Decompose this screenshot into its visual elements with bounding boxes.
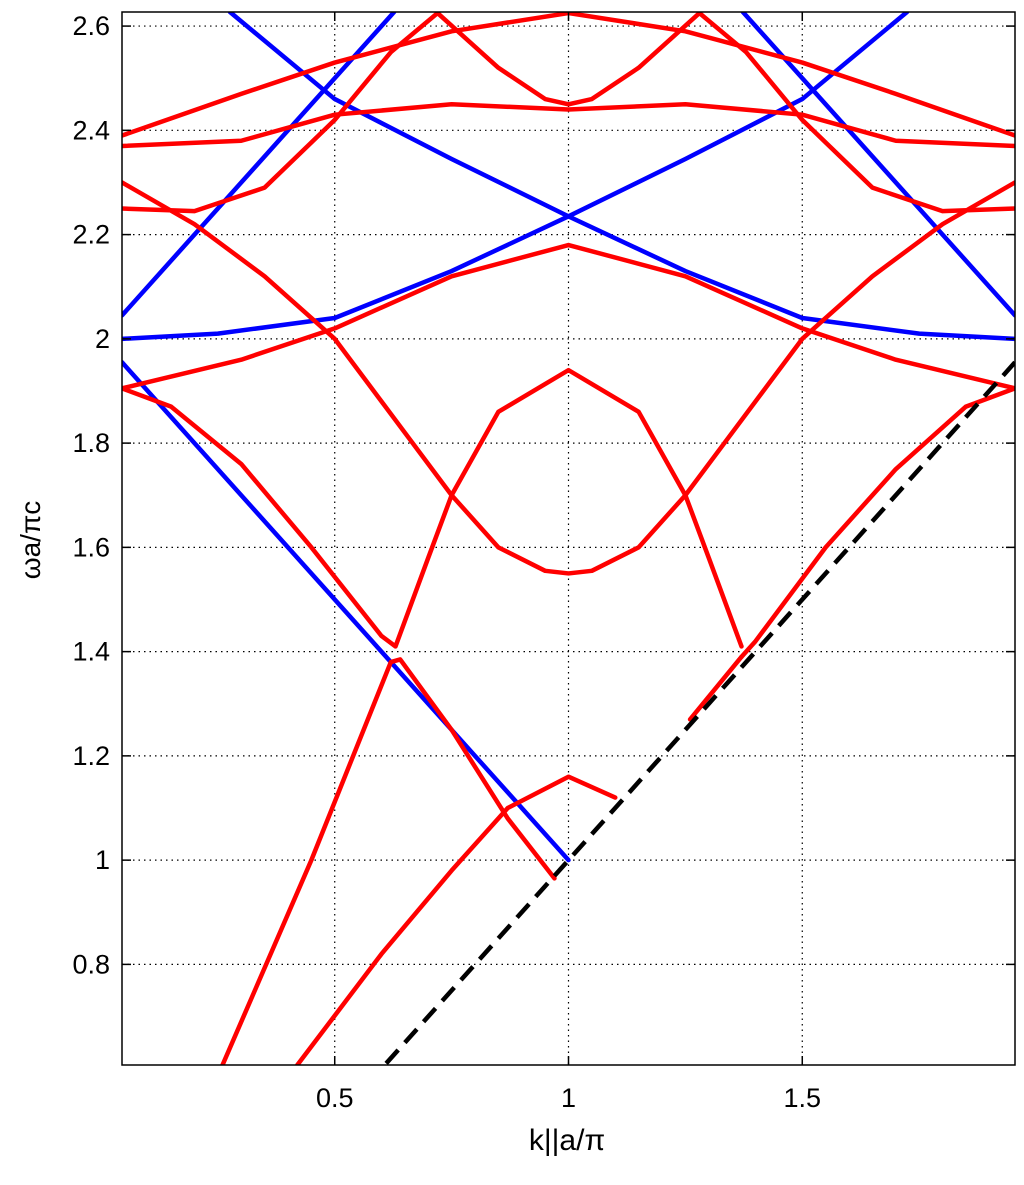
band-curve [122, 242, 1015, 391]
y-tick-label: 1.2 [72, 741, 110, 771]
band-curve [122, 367, 744, 649]
band-curve [122, 12, 1015, 214]
band-curve [122, 180, 1015, 576]
y-tick-label: 2 [95, 324, 110, 354]
y-tick-label: 1.4 [72, 637, 110, 667]
band-curve [687, 654, 744, 722]
x-tick-label: 1 [561, 1083, 576, 1113]
y-tick-label: 2.4 [72, 115, 110, 145]
band-curve [122, 102, 1015, 149]
y-tick-label: 2.2 [72, 220, 110, 250]
band-curve [227, 12, 1015, 342]
y-tick-label: 1.8 [72, 428, 110, 458]
band-curve [122, 12, 397, 318]
x-axis-label: k||a/π [529, 1124, 605, 1157]
band-curve [122, 360, 571, 863]
ticks: 0.5 1 1.5 0.8 1 1.2 1.4 1.6 1.8 2 2.2 2.4 2.6 [72, 11, 1015, 1113]
y-axis-label: ωa/πc [15, 501, 46, 580]
band-curve [739, 386, 1015, 660]
y-tick-label: 1.6 [72, 532, 110, 562]
y-tick-label: 0.8 [72, 949, 110, 979]
band-curve [740, 12, 1015, 318]
plot-lines [122, 12, 1015, 1065]
band-curve [122, 12, 910, 342]
light-line [384, 360, 1015, 1065]
band-curve [220, 657, 557, 1065]
x-tick-label: 0.5 [316, 1083, 354, 1113]
band-curve [295, 774, 618, 1065]
y-tick-label: 1 [95, 845, 110, 875]
x-tick-label: 1.5 [783, 1083, 821, 1113]
y-tick-label: 2.6 [72, 11, 110, 41]
